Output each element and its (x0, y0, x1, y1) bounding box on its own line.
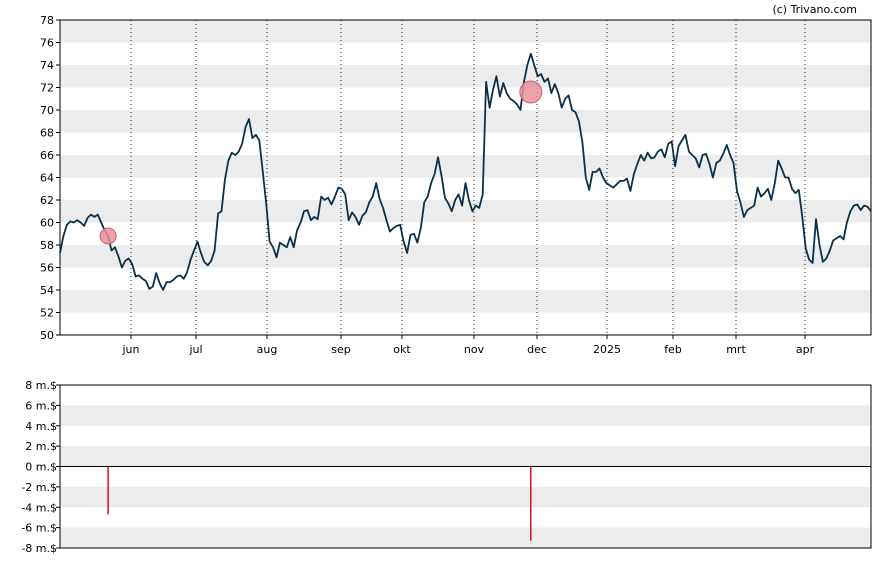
y-tick-label: 62 (40, 194, 54, 207)
price-grid-band (60, 20, 871, 43)
copyright-label: (c) Trivano.com (772, 3, 857, 16)
y-tick-label: 64 (40, 172, 54, 185)
y-tick-label: 50 (40, 329, 54, 342)
x-tick-label: mrt (726, 343, 746, 356)
y-tick-label: 60 (40, 217, 54, 230)
x-tick-label: aug (257, 343, 278, 356)
volume-grid-band (60, 527, 871, 548)
y-tick-label: 78 (40, 14, 54, 27)
price-grid-band (60, 245, 871, 268)
y-tick-label: 68 (40, 127, 54, 140)
volume-y-tick-label: -4 m.$ (21, 501, 57, 514)
price-grid-band (60, 110, 871, 133)
volume-grid-band (60, 486, 871, 508)
x-tick-label: okt (393, 343, 411, 356)
price-grid-band (60, 290, 871, 313)
volume-y-tick-label: 0 m.$ (25, 461, 57, 474)
x-tick-label: dec (527, 343, 547, 356)
price-grid-band (60, 155, 871, 178)
y-tick-label: 56 (40, 262, 54, 275)
price-grid-band (60, 65, 871, 88)
price-plot-frame (59, 19, 872, 336)
x-tick-label: 2025 (593, 343, 621, 356)
price-line (59, 52, 872, 291)
price-grid-band (60, 200, 871, 223)
x-tick-label: jul (188, 343, 202, 356)
trade-marker (519, 80, 543, 104)
trade-marker (99, 227, 117, 245)
volume-y-tick-label: -2 m.$ (21, 481, 57, 494)
y-tick-label: 70 (40, 104, 54, 117)
volume-y-tick-label: -8 m.$ (21, 542, 57, 555)
volume-y-tick-label: 4 m.$ (25, 420, 57, 433)
volume-grid-band (60, 446, 871, 467)
x-tick-label: sep (331, 343, 350, 356)
x-tick-label: jun (122, 343, 140, 356)
x-tick-label: apr (796, 343, 815, 356)
volume-y-tick-label: 6 m.$ (25, 399, 57, 412)
y-tick-label: 58 (40, 239, 54, 252)
volume-grid-band (60, 405, 871, 426)
y-tick-label: 66 (40, 149, 54, 162)
y-tick-label: 52 (40, 307, 54, 320)
x-tick-label: feb (664, 343, 682, 356)
x-tick-label: nov (464, 343, 485, 356)
volume-y-tick-label: 2 m.$ (25, 440, 57, 453)
y-tick-label: 72 (40, 82, 54, 95)
y-tick-label: 74 (40, 59, 54, 72)
y-tick-label: 54 (40, 284, 54, 297)
volume-y-tick-label: -6 m.$ (21, 522, 57, 535)
y-tick-label: 76 (40, 37, 54, 50)
volume-y-tick-label: 8 m.$ (25, 379, 57, 392)
